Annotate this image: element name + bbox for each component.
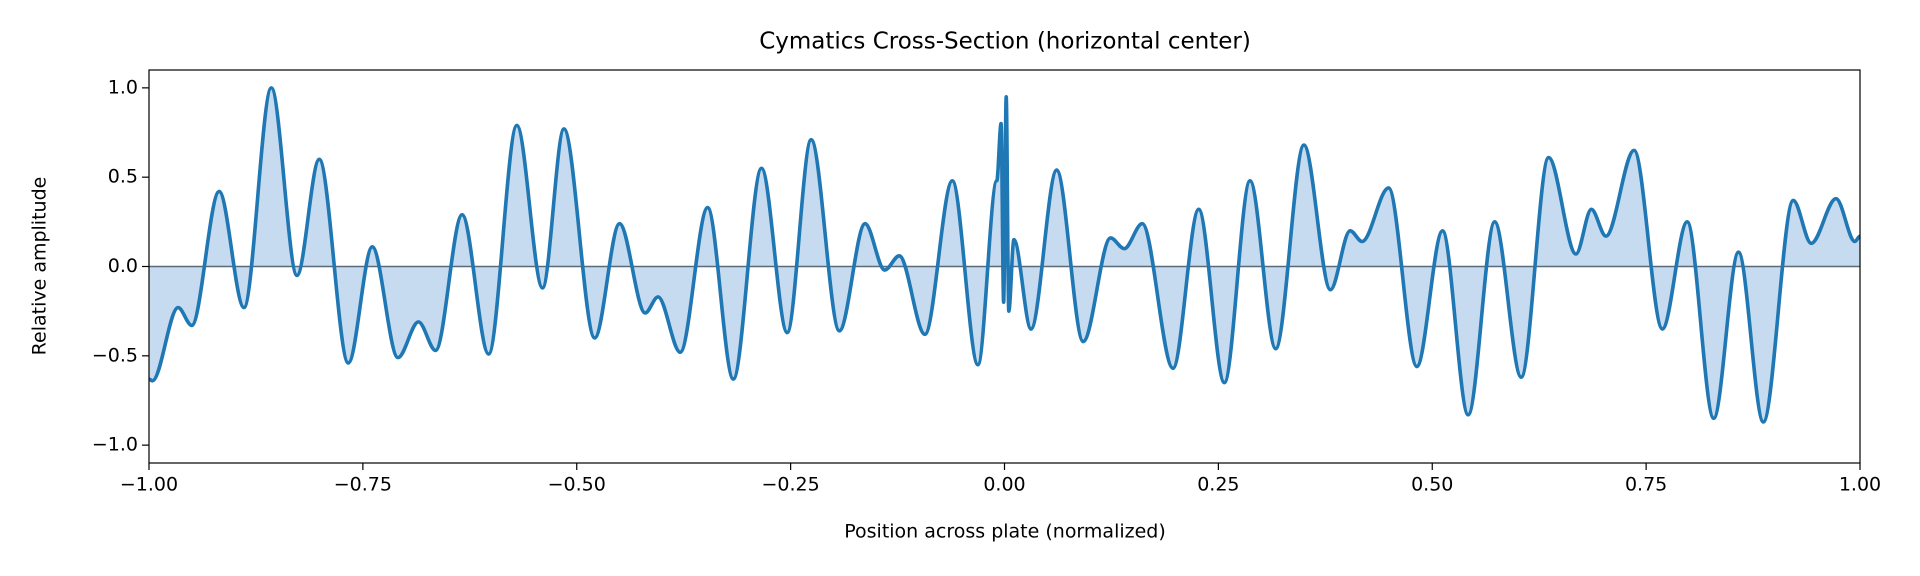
y-tick-label: 0.0 <box>108 255 138 277</box>
x-tick-label: −0.75 <box>334 474 392 496</box>
x-tick-label: 0.50 <box>1411 474 1453 496</box>
y-axis-label: Relative amplitude <box>29 177 51 356</box>
x-tick-label: 0.00 <box>983 474 1025 496</box>
x-tick-label: −0.25 <box>762 474 820 496</box>
y-tick-label: 1.0 <box>108 76 138 98</box>
y-tick-label: −0.5 <box>92 344 138 366</box>
x-tick-label: 0.75 <box>1625 474 1667 496</box>
plot-frame <box>148 69 1861 464</box>
x-tick-label: 1.00 <box>1839 474 1881 496</box>
chart-title: Cymatics Cross-Section (horizontal cente… <box>759 29 1251 55</box>
x-tick-label: 0.25 <box>1197 474 1239 496</box>
x-axis-label: Position across plate (normalized) <box>844 521 1166 543</box>
x-tick-label: −1.00 <box>120 474 178 496</box>
x-tick-label: −0.50 <box>548 474 606 496</box>
y-tick-label: 0.5 <box>108 166 138 188</box>
y-tick-label: −1.0 <box>92 434 138 456</box>
line <box>148 86 1861 424</box>
